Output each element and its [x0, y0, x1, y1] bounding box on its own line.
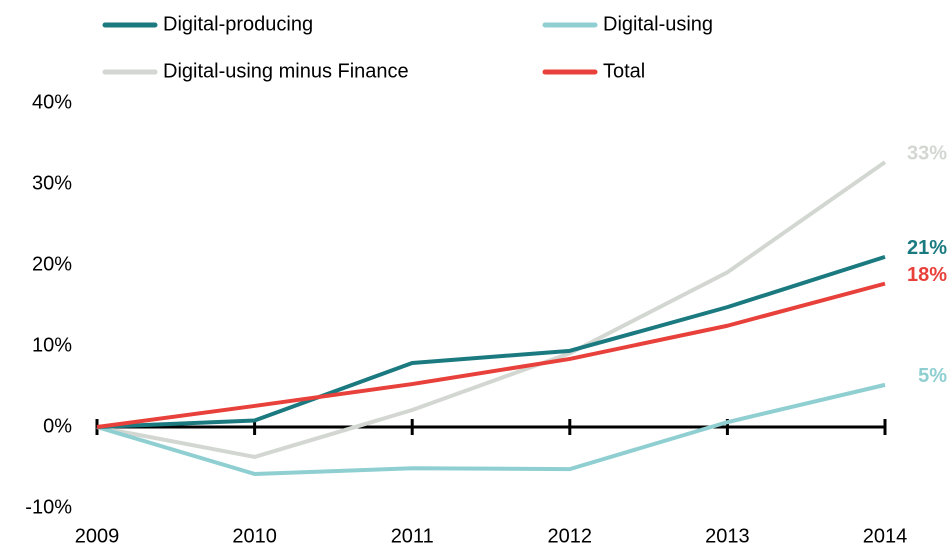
value-label: 18% [907, 264, 947, 286]
y-tick-label: 40% [32, 91, 72, 113]
value-label: 5% [918, 365, 947, 387]
series-line [96, 160, 887, 459]
y-tick-label: 20% [32, 253, 72, 275]
legend-label: Total [603, 60, 645, 82]
value-label: 21% [907, 237, 947, 259]
y-tick-label: -10% [25, 496, 72, 518]
y-tick-label: 0% [43, 415, 72, 437]
legend-label: Digital-using minus Finance [163, 60, 409, 82]
y-tick-label: 30% [32, 172, 72, 194]
series-line [96, 254, 886, 429]
x-tick-label: 2012 [548, 525, 593, 547]
value-label: 33% [907, 142, 947, 164]
x-tick-label: 2011 [391, 525, 434, 547]
legend-label: Digital-using [603, 13, 713, 35]
y-tick-label: 10% [32, 334, 72, 356]
x-tick-label: 2014 [863, 525, 908, 547]
x-tick-label: 2009 [75, 525, 120, 547]
legend-label: Digital-producing [163, 13, 313, 35]
x-tick-label: 2013 [705, 525, 750, 547]
x-tick-label: 2010 [232, 525, 277, 547]
series-line [96, 382, 886, 476]
series-line [96, 281, 886, 429]
